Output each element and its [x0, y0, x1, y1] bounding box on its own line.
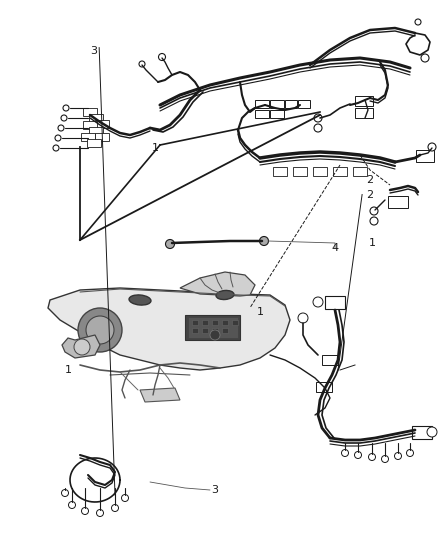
Polygon shape [188, 317, 238, 338]
Bar [255, 100, 269, 108]
Circle shape [112, 505, 119, 512]
Text: 3: 3 [91, 46, 98, 55]
Bar [313, 167, 327, 176]
Bar [355, 96, 373, 106]
Circle shape [370, 207, 378, 215]
Circle shape [58, 125, 64, 131]
Bar [293, 167, 307, 176]
Circle shape [96, 510, 103, 516]
Bar [298, 100, 310, 108]
Circle shape [210, 330, 220, 340]
Circle shape [78, 308, 122, 352]
Circle shape [342, 449, 349, 456]
Text: 4: 4 [332, 243, 339, 253]
Bar [192, 320, 198, 325]
Bar [95, 133, 109, 141]
Circle shape [314, 124, 322, 132]
Ellipse shape [129, 295, 151, 305]
Circle shape [370, 217, 378, 225]
Circle shape [139, 61, 145, 67]
Polygon shape [180, 272, 255, 296]
Circle shape [81, 507, 88, 514]
Bar [222, 328, 228, 333]
Bar [273, 167, 287, 176]
Circle shape [298, 313, 308, 323]
Circle shape [166, 239, 174, 248]
Circle shape [421, 54, 429, 62]
Bar [89, 114, 103, 122]
Bar [95, 120, 109, 128]
Bar [333, 167, 347, 176]
Circle shape [86, 316, 114, 344]
Text: 1: 1 [257, 307, 264, 317]
Bar [232, 320, 238, 325]
Bar [202, 328, 208, 333]
Bar [202, 320, 208, 325]
Circle shape [74, 339, 90, 355]
Bar [353, 167, 367, 176]
Circle shape [53, 145, 59, 151]
Polygon shape [48, 288, 290, 370]
Circle shape [427, 427, 437, 437]
Bar [316, 382, 332, 392]
Bar [212, 328, 218, 333]
Bar [192, 328, 198, 333]
Circle shape [395, 453, 402, 459]
Circle shape [406, 449, 413, 456]
Circle shape [61, 115, 67, 121]
Bar [89, 127, 103, 135]
Bar [322, 355, 338, 365]
Text: 1: 1 [64, 366, 71, 375]
Circle shape [63, 105, 69, 111]
Bar [212, 320, 218, 325]
Circle shape [415, 19, 421, 25]
Bar [255, 110, 269, 118]
Text: 3: 3 [212, 485, 219, 495]
Bar [81, 133, 95, 141]
Polygon shape [140, 388, 180, 402]
Bar [222, 320, 228, 325]
Polygon shape [62, 335, 100, 358]
Bar [87, 139, 101, 147]
Circle shape [61, 489, 68, 497]
Bar [270, 110, 284, 118]
Circle shape [428, 143, 436, 151]
Circle shape [368, 454, 375, 461]
Text: 2: 2 [367, 190, 374, 199]
Bar [83, 121, 97, 129]
Circle shape [159, 53, 166, 61]
Bar [83, 108, 97, 116]
Text: 1: 1 [369, 238, 376, 248]
Text: 1: 1 [152, 143, 159, 153]
Bar [325, 296, 345, 309]
Text: 2: 2 [367, 175, 374, 185]
Bar [388, 196, 408, 208]
Circle shape [314, 114, 322, 122]
Circle shape [259, 237, 268, 246]
Bar [412, 426, 432, 439]
Circle shape [381, 456, 389, 463]
Ellipse shape [216, 290, 234, 300]
Bar [285, 100, 297, 108]
Polygon shape [185, 315, 240, 340]
Circle shape [354, 451, 361, 458]
Circle shape [121, 495, 128, 502]
Circle shape [55, 135, 61, 141]
Bar [270, 100, 284, 108]
Bar [416, 150, 434, 162]
Circle shape [313, 297, 323, 307]
Circle shape [68, 502, 75, 508]
Bar [355, 108, 373, 118]
